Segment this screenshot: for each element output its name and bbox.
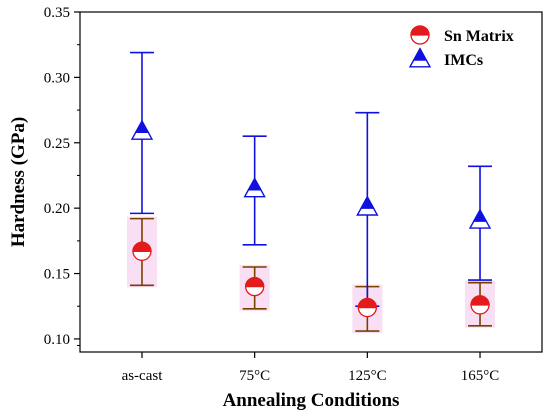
x-axis-title: Annealing Conditions (223, 390, 400, 411)
x-tick-label: 165°C (461, 368, 500, 384)
imcs-point (243, 177, 266, 198)
y-tick-label: 0.25 (44, 136, 70, 152)
marker-layer (130, 119, 492, 318)
legend-imcs-symbol (408, 47, 432, 68)
y-tick-label: 0.30 (44, 70, 70, 86)
y-tick-label: 0.15 (44, 267, 70, 283)
legend-label: IMCs (444, 52, 483, 69)
legend-sn-matrix-symbol (410, 25, 430, 45)
legend: Sn Matrix IMCs (408, 25, 514, 69)
sn-highlight-layer (126, 216, 496, 334)
plot-frame (79, 11, 543, 353)
axis-layer: 0.10 0.15 0.20 0.25 0.30 0.35 as-cast 75°C 125°C… (44, 5, 500, 384)
y-tick-label: 0.10 (44, 332, 70, 348)
x-tick-label: as-cast (122, 368, 164, 384)
y-tick-label: 0.35 (44, 5, 70, 21)
x-tick-label: 75°C (239, 368, 270, 384)
sn-matrix-point (357, 297, 377, 318)
sn-matrix-point (132, 241, 152, 261)
imcs-point (356, 195, 379, 216)
y-tick-label: 0.20 (44, 201, 70, 217)
x-tick-label: 125°C (348, 368, 387, 384)
imcs-point (130, 119, 154, 140)
y-axis-title: Hardness (GPa) (8, 117, 29, 247)
sn-matrix-point (245, 276, 265, 297)
legend-label: Sn Matrix (444, 28, 514, 45)
errorbar-layer (129, 51, 493, 332)
imcs-point (468, 208, 492, 229)
sn-matrix-point (470, 295, 490, 315)
